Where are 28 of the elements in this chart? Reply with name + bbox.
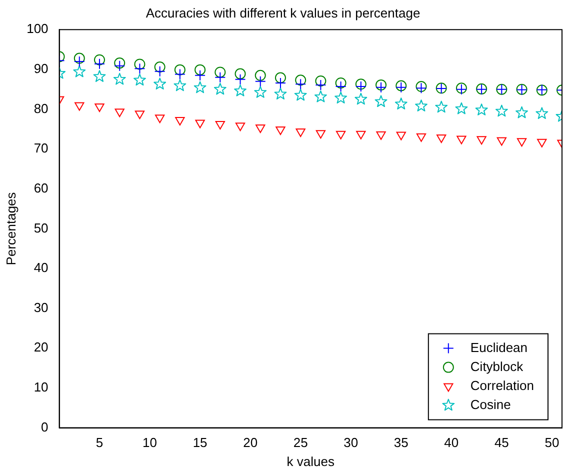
y-tick-label: 80	[34, 100, 48, 116]
x-tick-label: 30	[344, 435, 358, 450]
legend-label: Cityblock	[470, 358, 524, 374]
x-tick-label: 10	[142, 435, 158, 450]
y-tick-label: 10	[34, 380, 48, 395]
legend-label: Euclidean	[470, 340, 528, 355]
y-tick-label: 30	[34, 300, 48, 315]
x-tick-label: 25	[293, 435, 308, 450]
legend-label: Cosine	[470, 396, 511, 412]
y-tick-label: 100	[26, 21, 48, 36]
y-tick-label: 40	[34, 260, 48, 276]
x-axis-title: k values	[286, 454, 335, 469]
x-tick-label: 35	[394, 435, 408, 450]
y-axis-title: Percentages	[3, 192, 18, 266]
y-tick-label: 90	[34, 61, 48, 76]
y-tick-label: 50	[34, 220, 48, 236]
y-tick-label: 0	[41, 419, 48, 434]
x-tick-label: 15	[192, 435, 208, 450]
y-tick-label: 70	[34, 140, 48, 156]
x-tick-label: 50	[544, 435, 560, 450]
y-tick-label: 60	[34, 180, 48, 196]
x-tick-label: 40	[444, 435, 459, 450]
legend-label: Correlation	[470, 378, 534, 393]
chart-title: Accuracies with different k values in percentage	[146, 5, 420, 20]
x-tick-label: 45	[494, 435, 509, 450]
x-tick-label: 20	[243, 435, 258, 450]
y-tick-label: 20	[34, 340, 48, 355]
x-tick-label: 5	[96, 435, 104, 450]
